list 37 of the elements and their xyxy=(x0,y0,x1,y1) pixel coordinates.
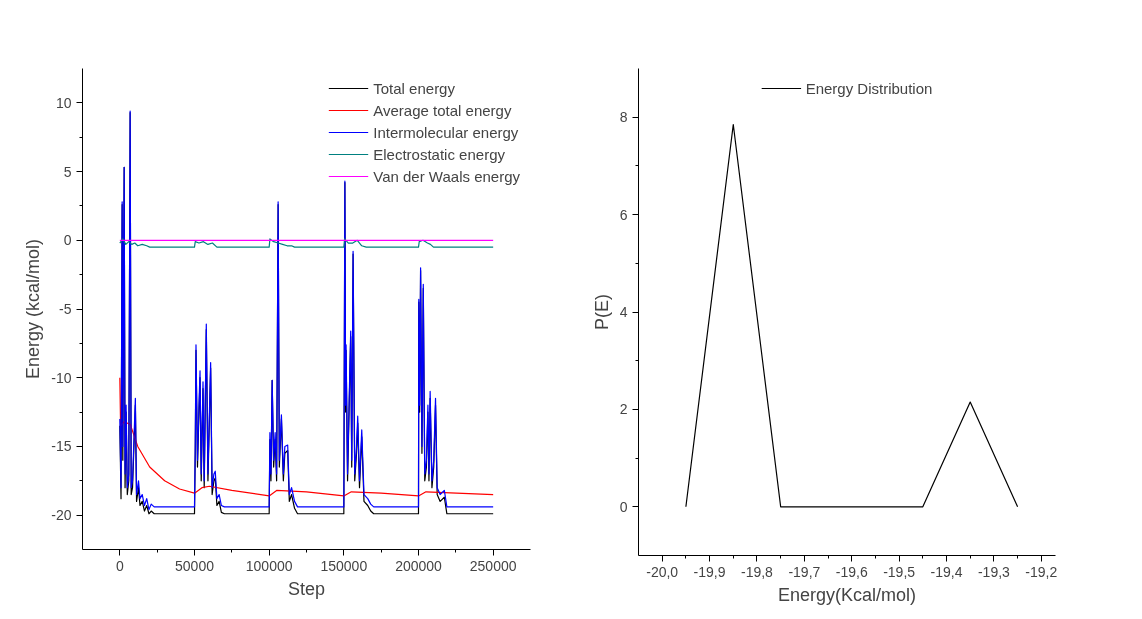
x-axis-title: Energy(Kcal/mol) xyxy=(777,584,917,605)
x-tick-label: -19,3 xyxy=(977,563,1011,580)
x-tick-label: 100000 xyxy=(245,557,293,574)
x-tick-label: -19,9 xyxy=(693,563,726,580)
x-tick-label: 250000 xyxy=(469,557,517,574)
y-tick-label: -20 xyxy=(51,507,72,524)
y-tick-label: -5 xyxy=(59,301,72,317)
x-tick-label: -19,6 xyxy=(835,563,868,580)
legend-label: Total energy xyxy=(373,79,455,97)
x-tick-label: -19,5 xyxy=(883,563,916,580)
y-tick-label: 0 xyxy=(619,498,628,515)
legend-label: Average total energy xyxy=(373,101,512,119)
y-axis-title: P(E) xyxy=(591,294,612,330)
x-tick-label: 200000 xyxy=(395,557,443,574)
legend-label: Van der Waals energy xyxy=(373,167,520,185)
x-tick-label: 150000 xyxy=(320,557,368,574)
y-tick-label: 6 xyxy=(619,206,628,223)
legend-label: Energy Distribution xyxy=(805,79,933,97)
y-tick-label: 5 xyxy=(63,163,72,180)
y-tick-label: 4 xyxy=(619,304,628,320)
y-tick-label: -15 xyxy=(51,438,72,455)
x-tick-label: 50000 xyxy=(175,557,215,574)
x-tick-label: 0 xyxy=(115,557,124,574)
x-tick-label: -19,2 xyxy=(1025,563,1058,580)
y-tick-label: 10 xyxy=(55,94,72,111)
x-tick-label: -19,4 xyxy=(930,563,963,580)
legend-label: Electrostatic energy xyxy=(373,145,505,163)
x-tick-label: -19,7 xyxy=(788,563,821,580)
x-axis-title: Step xyxy=(287,578,326,599)
legend-label: Intermolecular energy xyxy=(373,123,519,141)
x-tick-label: -19,8 xyxy=(741,563,774,580)
y-tick-label: 2 xyxy=(619,401,628,418)
x-tick-label: -20,0 xyxy=(646,563,679,580)
y-tick-label: -10 xyxy=(51,369,72,386)
y-axis-title: Energy (kcal/mol) xyxy=(23,238,44,380)
y-tick-label: 8 xyxy=(619,109,628,126)
y-tick-label: 0 xyxy=(63,232,72,249)
